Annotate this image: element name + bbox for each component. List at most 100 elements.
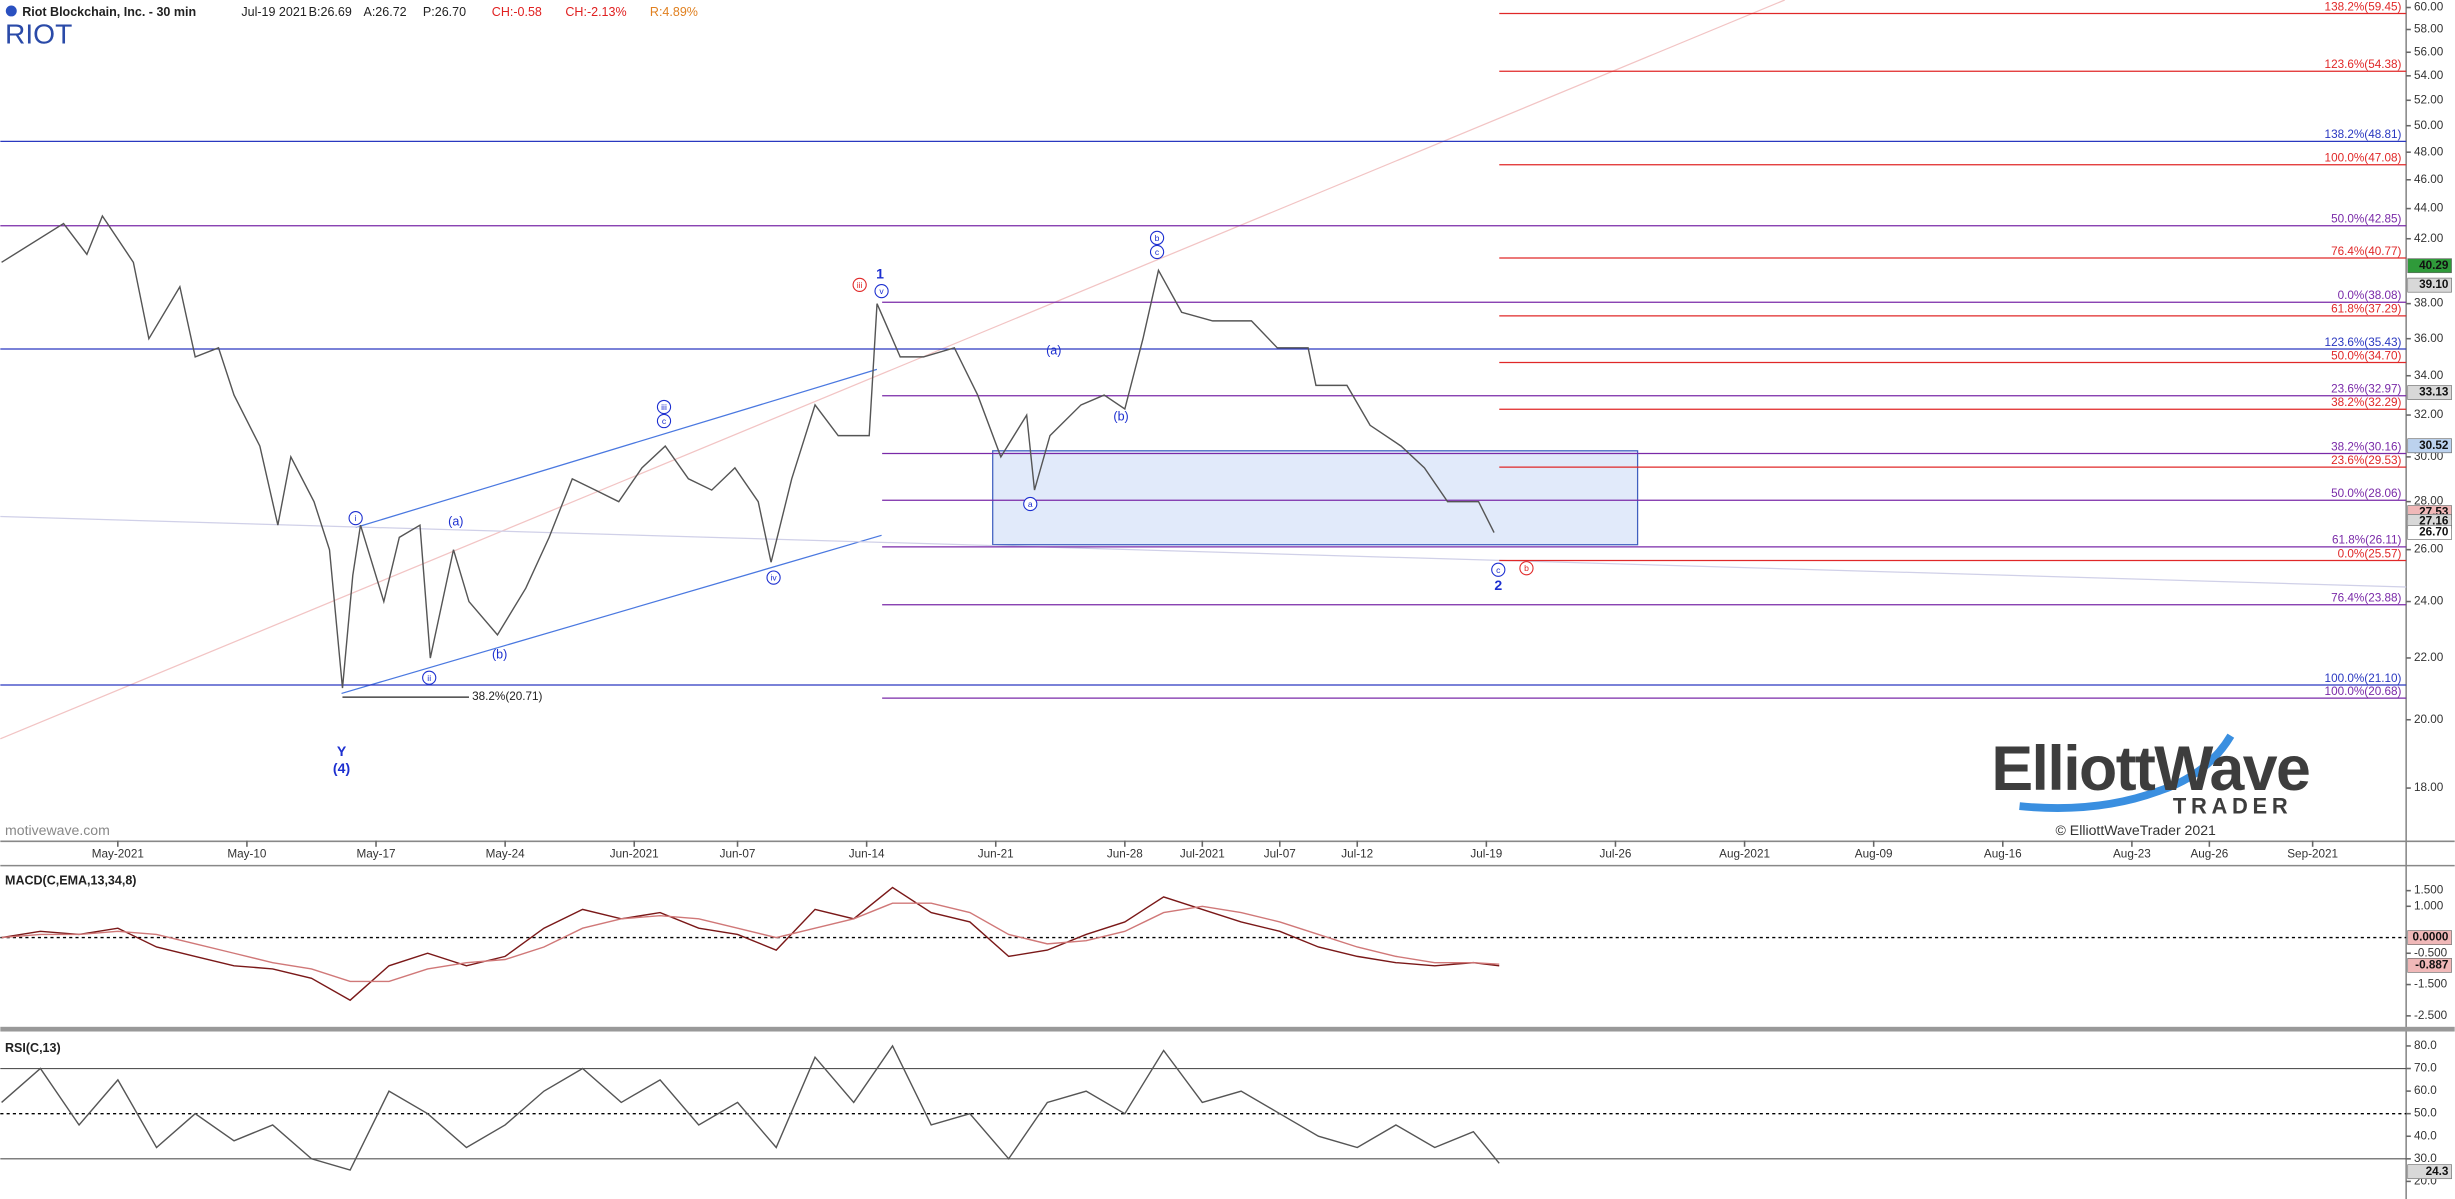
price-tag-label: 30.52	[2419, 439, 2449, 452]
price-tag	[2407, 258, 2452, 274]
x-tick-label: Jun-28	[1107, 848, 1143, 861]
wave-label: 2	[1494, 577, 1502, 593]
wave-label: a	[1028, 499, 1033, 509]
x-tick-label: May-2021	[92, 848, 144, 861]
x-tick-label: Jul-19	[1470, 848, 1502, 861]
y-tick-label: 1.000	[2414, 899, 2444, 912]
fib-level-label: 76.4%(23.88)	[2331, 592, 2401, 605]
y-tick-label: 48.00	[2414, 145, 2444, 158]
wave-circle	[852, 277, 867, 293]
price-tag-label: 24.3	[2426, 1165, 2449, 1178]
panel-title: MACD(C,EMA,13,34,8)	[5, 874, 136, 888]
x-tick-label: Aug-16	[1984, 848, 2022, 861]
price-tag	[2407, 525, 2452, 540]
channel-line	[341, 534, 882, 695]
quote-ask: A:26.72	[363, 5, 406, 19]
wave-circle	[1491, 562, 1506, 577]
price-tag	[2407, 438, 2452, 454]
data-line	[1, 902, 1500, 983]
y-tick-label: 28.00	[2414, 495, 2444, 508]
x-tick-label: May-17	[356, 848, 395, 861]
quote-date: Jul-19 2021	[241, 5, 306, 19]
fib-level-label: 0.0%(25.57)	[2338, 547, 2402, 560]
y-tick-label: 54.00	[2414, 69, 2444, 82]
wave-label: ii	[427, 673, 431, 683]
wave-circle	[656, 399, 672, 415]
symbol-name: Riot Blockchain, Inc. - 30 min	[22, 5, 196, 19]
fib-level-label: 123.6%(35.43)	[2325, 336, 2402, 349]
price-tag-label: 0.0000	[2413, 931, 2449, 944]
wave-label: c	[1496, 565, 1501, 575]
wave-label: iv	[770, 573, 777, 583]
y-tick-label: 80.0	[2414, 1039, 2437, 1052]
y-tick-label: -2.500	[2414, 1009, 2448, 1022]
fib-level-label: 38.2%(30.16)	[2331, 440, 2401, 453]
x-tick-label: Jul-12	[1341, 848, 1373, 861]
wave-label: iii	[661, 402, 667, 412]
y-tick-label: 60.00	[2414, 1, 2444, 14]
x-tick-label: Jun-2021	[610, 848, 659, 861]
wave-circle	[1519, 561, 1534, 576]
fib-level-label: 50.0%(34.70)	[2331, 349, 2401, 362]
y-tick-label: 32.00	[2414, 408, 2444, 421]
price-tag-label: 27.16	[2419, 514, 2449, 527]
y-tick-label: 58.00	[2414, 23, 2444, 36]
x-tick-label: Jun-07	[720, 848, 756, 861]
y-tick-label: 34.00	[2414, 369, 2444, 382]
x-tick-label: May-24	[486, 848, 526, 861]
trend-line	[0, 0, 1785, 740]
wave-label: c	[662, 416, 667, 426]
y-tick-label: 26.00	[2414, 543, 2444, 556]
fib-level-label: 23.6%(29.53)	[2331, 454, 2401, 467]
data-line	[1, 1044, 1500, 1171]
y-tick-label: 24.00	[2414, 595, 2444, 608]
y-tick-label: 22.00	[2414, 651, 2444, 664]
price-tag-label: 39.10	[2419, 278, 2449, 291]
y-tick-label: 50.0	[2414, 1107, 2437, 1120]
fib-level-label: 61.8%(37.29)	[2331, 303, 2401, 316]
fib-level-label: 23.6%(32.97)	[2331, 383, 2401, 396]
wave-circle	[348, 510, 363, 526]
fib-level-label: 138.2%(48.81)	[2325, 128, 2402, 141]
y-tick-label: 50.00	[2414, 119, 2444, 132]
ticker: RIOT	[5, 17, 72, 49]
y-tick-label: -0.500	[2414, 946, 2448, 959]
x-tick-label: Jun-21	[978, 848, 1014, 861]
symbol-dot	[5, 5, 17, 17]
wave-label: (b)	[492, 647, 507, 661]
fib-level-label: 138.2%(59.45)	[2325, 0, 2402, 13]
price-tag-label: 33.13	[2419, 386, 2449, 399]
price-tag	[2407, 277, 2452, 293]
x-tick-label: May-10	[227, 848, 267, 861]
price-tag	[2407, 1164, 2452, 1180]
y-tick-label: 40.0	[2414, 1129, 2437, 1142]
wave-label: (b)	[1113, 409, 1128, 423]
y-tick-label: 18.00	[2414, 781, 2444, 794]
wave-label: (a)	[448, 514, 463, 528]
wave-circle	[1023, 496, 1038, 512]
y-tick-label: 52.00	[2414, 93, 2444, 106]
y-tick-label: 38.00	[2414, 297, 2444, 310]
fib-level-label: 61.8%(26.11)	[2332, 534, 2402, 547]
watermark: motivewave.com	[5, 822, 110, 838]
price-tag	[2407, 930, 2452, 945]
fib-level-label: 76.4%(40.77)	[2331, 245, 2401, 258]
wave-circle	[1149, 244, 1165, 260]
fib-level-label: 100.0%(21.10)	[2325, 672, 2402, 685]
wave-label: v	[879, 286, 884, 296]
data-line	[1, 214, 1495, 689]
wave-label: Y	[337, 743, 347, 759]
wave-label: c	[1155, 247, 1160, 257]
y-tick-label: 42.00	[2414, 232, 2444, 245]
price-tag	[2407, 958, 2452, 973]
target-box	[992, 450, 1639, 546]
y-tick-label: 36.00	[2414, 332, 2444, 345]
y-tick-label: 1.500	[2414, 884, 2444, 897]
quote-range: R:4.89%	[650, 5, 698, 19]
trend-line	[0, 515, 2407, 588]
y-tick-label: 46.00	[2414, 173, 2444, 186]
y-tick-label: 44.00	[2414, 202, 2444, 215]
wave-label: iii	[857, 280, 863, 290]
price-tag	[2407, 385, 2452, 400]
